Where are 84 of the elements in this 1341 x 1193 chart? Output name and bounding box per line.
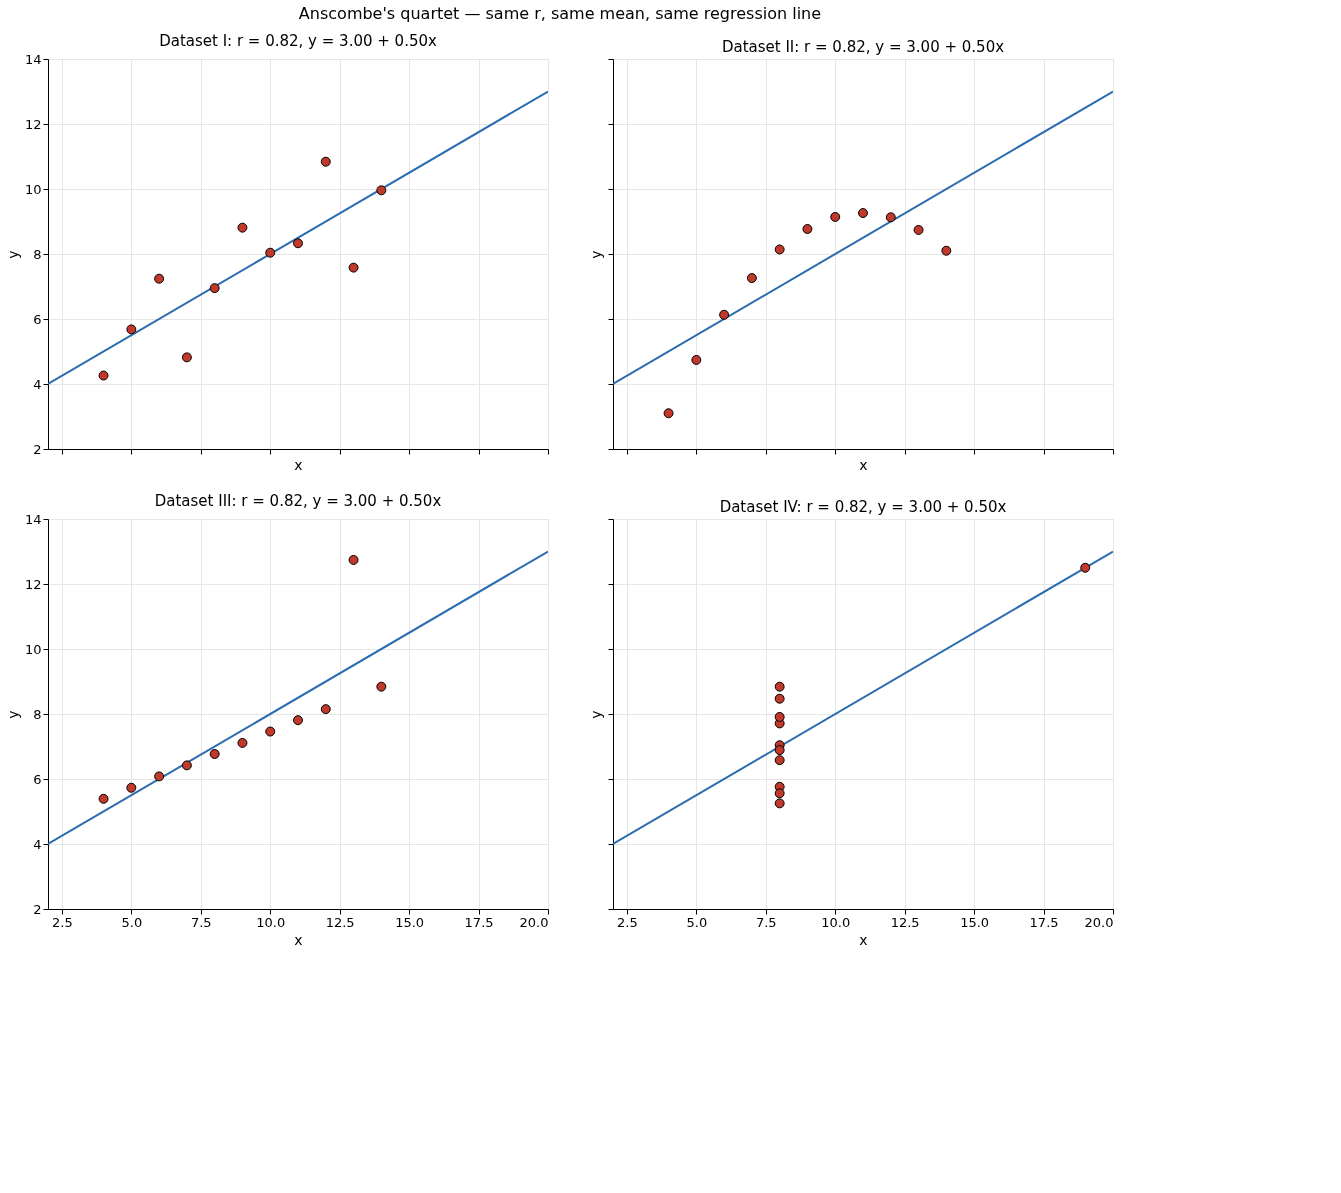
point (293, 238, 303, 249)
y-tick-label: 4 (33, 376, 42, 392)
y-axis-title: y (4, 250, 21, 259)
x-axis-title: x (294, 931, 303, 948)
y-tick-label: 8 (33, 706, 42, 722)
x-tick-label: 17.5 (1029, 914, 1059, 930)
x-tick-label: 20.0 (1084, 914, 1114, 930)
point (691, 354, 702, 365)
x-tick-label: 12.5 (325, 914, 355, 930)
point (774, 244, 785, 255)
x-tick-label: 12.5 (890, 914, 920, 930)
y-axis-title: y (4, 710, 21, 719)
point (348, 262, 359, 273)
y-tick-label: 6 (33, 311, 42, 327)
point (830, 211, 841, 222)
point (237, 222, 248, 233)
point (154, 771, 165, 782)
x-tick-label: 5.0 (686, 914, 708, 930)
chart-title: Dataset I: r = 0.82, y = 3.00 + 0.50x (159, 32, 437, 50)
y-tick-label: 6 (33, 771, 42, 787)
point (774, 788, 785, 799)
point (98, 793, 109, 804)
point (209, 749, 220, 759)
point (774, 711, 785, 722)
point (1080, 562, 1091, 573)
x-axis-title: x (294, 457, 303, 473)
point (126, 324, 137, 335)
point (774, 693, 785, 704)
x-tick-label: 15.0 (395, 914, 425, 930)
point (320, 704, 331, 715)
x-axis-title: x (859, 931, 868, 948)
chart-title: Dataset II: r = 0.82, y = 3.00 + 0.50x (721, 37, 1005, 56)
point (858, 208, 868, 219)
x-axis-title: x (859, 457, 868, 473)
point (209, 283, 220, 294)
x-tick-label: 20.0 (519, 914, 549, 930)
point (293, 715, 303, 726)
point (320, 156, 331, 167)
x-tick-label: 5.0 (121, 914, 143, 930)
y-tick-label: 14 (24, 511, 42, 527)
y-tick-label: 10 (24, 181, 42, 197)
x-tick-label: 2.5 (617, 914, 638, 930)
x-tick-label: 17.5 (464, 914, 494, 930)
point (154, 273, 165, 284)
point (348, 554, 359, 565)
y-tick-label: 10 (24, 641, 42, 657)
point (663, 408, 674, 419)
point (746, 273, 757, 284)
point (265, 726, 276, 737)
y-axis-title: y (588, 250, 604, 259)
point (265, 247, 276, 258)
chart-title: Dataset III: r = 0.82, y = 3.00 + 0.50x (154, 492, 442, 510)
x-tick-label: 15.0 (960, 914, 990, 930)
y-tick-label: 12 (24, 576, 42, 592)
point (774, 745, 785, 756)
point (719, 309, 730, 320)
point (126, 782, 137, 793)
point (885, 212, 896, 223)
point (774, 681, 785, 692)
y-tick-label: 12 (24, 116, 42, 132)
x-tick-label: 7.5 (755, 914, 777, 930)
point (181, 352, 192, 363)
point (774, 798, 785, 809)
point (941, 245, 952, 256)
text: Anscombe's quartet — same r, same mean, same regression line (298, 3, 822, 23)
y-tick-label: 8 (33, 246, 42, 262)
point (802, 224, 813, 234)
point (376, 681, 387, 692)
y-axis-title: y (588, 710, 604, 719)
y-tick-label: 2 (33, 441, 42, 457)
chart-title: Dataset IV: r = 0.82, y = 3.00 + 0.50x (719, 497, 1007, 516)
point (181, 760, 192, 771)
x-tick-label: 10.0 (821, 914, 851, 930)
point (376, 185, 387, 196)
point (774, 755, 785, 766)
point (913, 224, 924, 235)
x-tick-label: 2.5 (52, 914, 73, 930)
y-tick-label: 4 (33, 836, 42, 852)
point (237, 737, 248, 748)
point (98, 370, 109, 381)
x-tick-label: 7.5 (190, 914, 212, 930)
y-tick-label: 2 (33, 901, 42, 917)
y-tick-label: 14 (24, 51, 42, 67)
x-tick-label: 10.0 (256, 914, 286, 930)
